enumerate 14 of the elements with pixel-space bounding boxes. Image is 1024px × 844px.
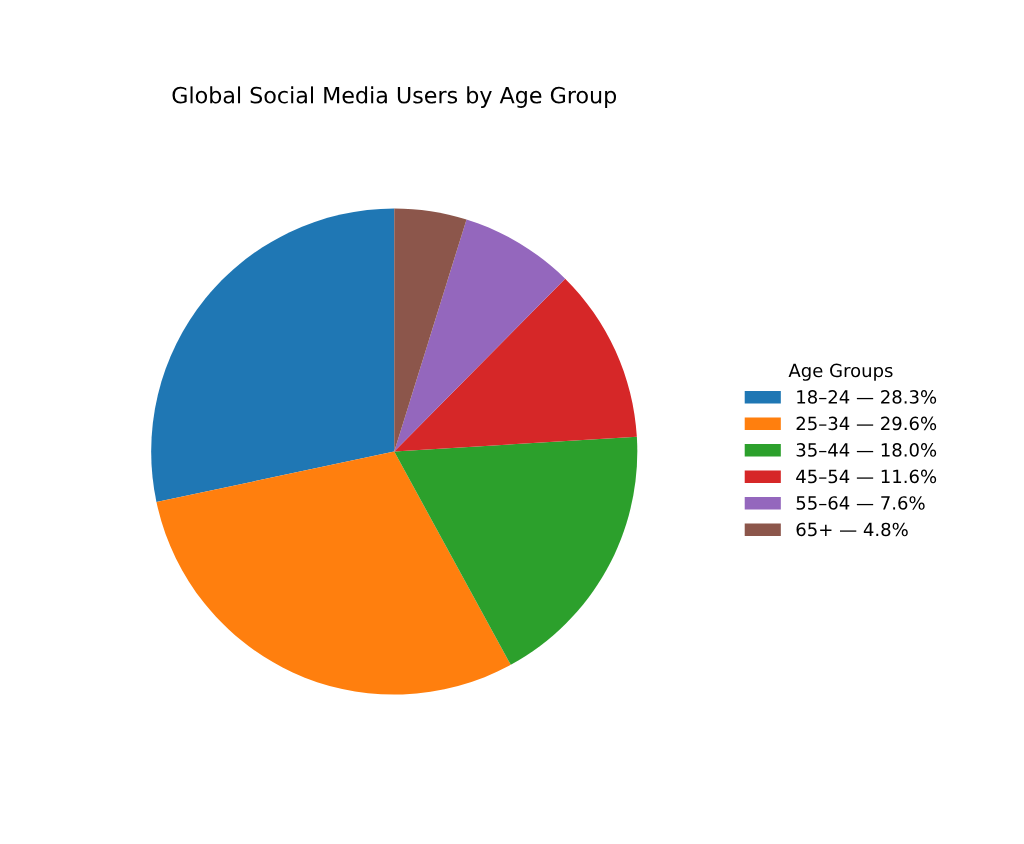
pie-slice <box>394 208 467 452</box>
chart-title: Global Social Media Users by Age Group <box>172 86 617 108</box>
legend-title: Age Groups <box>788 363 893 381</box>
pie-slice <box>394 219 566 452</box>
pie-slice <box>151 208 395 502</box>
legend-label: 25–34 — 29.6% <box>796 416 937 431</box>
legend-label: 65+ — 4.8% <box>796 522 908 537</box>
legend-label: 35–44 — 18.0% <box>796 443 937 457</box>
legend-label: 55–64 — 7.6% <box>796 496 925 510</box>
legend-label: 18–24 — 28.3% <box>797 390 937 404</box>
pie-slice <box>394 436 638 665</box>
legend-label: 45–54 — 11.6% <box>796 469 937 484</box>
pie-slice <box>394 278 637 452</box>
pie-slice <box>156 451 511 695</box>
